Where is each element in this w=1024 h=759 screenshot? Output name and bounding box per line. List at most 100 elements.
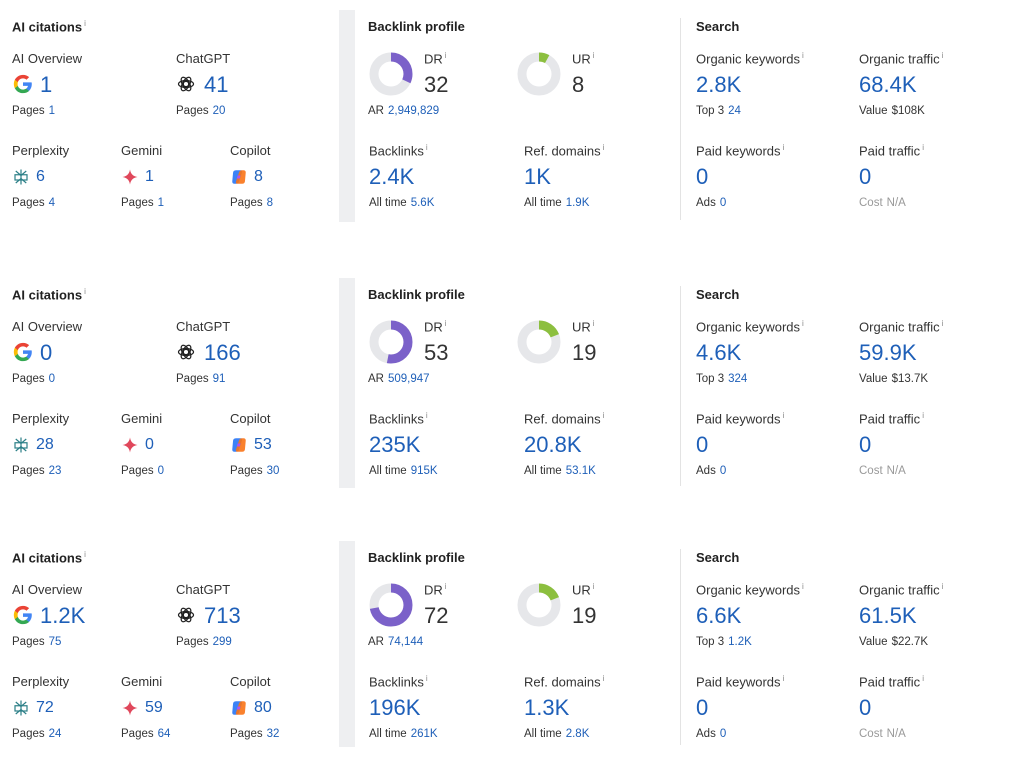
info-icon[interactable]: i (922, 411, 924, 420)
chatgpt-value[interactable]: 166 (204, 340, 241, 365)
info-icon[interactable]: i (444, 319, 447, 328)
ar-line-value[interactable]: 74,144 (387, 636, 424, 648)
ads-line-label: Ads (696, 728, 716, 740)
chatgpt-value[interactable]: 713 (204, 603, 241, 628)
organic-traffic-value[interactable]: 68.4K (859, 72, 917, 97)
ref-domains-value[interactable]: 20.8K (524, 432, 582, 457)
info-icon[interactable]: i (802, 51, 804, 60)
gemini-value[interactable]: 59 (145, 699, 163, 716)
copilot-value[interactable]: 8 (254, 168, 263, 185)
backlinks-all-time-value[interactable]: 5.6K (410, 197, 435, 209)
organic-keywords-value[interactable]: 2.8K (696, 72, 742, 97)
paid-keywords-value[interactable]: 0 (696, 695, 709, 720)
info-icon[interactable]: i (922, 143, 924, 152)
traffic-value-amount: $22.7K (891, 636, 929, 648)
perplexity-value[interactable]: 72 (36, 699, 54, 716)
ref-domains-value[interactable]: 1K (524, 164, 551, 189)
info-icon[interactable]: i (782, 143, 785, 152)
top3-line-value[interactable]: 1.2K (728, 636, 752, 648)
paid-traffic-value[interactable]: 0 (859, 695, 872, 720)
paid-keywords-value[interactable]: 0 (696, 432, 709, 457)
organic-keywords-value[interactable]: 6.6K (696, 603, 742, 628)
ref-domains-all-time-value[interactable]: 53.1K (565, 465, 596, 477)
copilot-value[interactable]: 80 (254, 699, 272, 716)
copilot-pages-value[interactable]: 30 (266, 465, 280, 477)
gemini-value[interactable]: 1 (145, 168, 154, 185)
perplexity-pages-value[interactable]: 23 (48, 465, 62, 477)
ai-overview-pages-value[interactable]: 1 (48, 105, 56, 117)
perplexity-pages-value[interactable]: 24 (48, 728, 62, 740)
paid-traffic-value[interactable]: 0 (859, 432, 872, 457)
dr-donut (368, 51, 414, 97)
copilot-icon (230, 436, 248, 454)
paid-keywords-value[interactable]: 0 (696, 164, 709, 189)
info-icon[interactable]: i (592, 582, 595, 591)
info-icon[interactable]: i (84, 550, 86, 559)
ar-line-value[interactable]: 509,947 (387, 373, 430, 385)
info-icon[interactable]: i (782, 674, 785, 683)
info-icon[interactable]: i (425, 411, 428, 420)
chatgpt-value[interactable]: 41 (204, 72, 229, 97)
gemini-value[interactable]: 0 (145, 436, 154, 453)
info-icon[interactable]: i (922, 674, 924, 683)
ref-domains-all-time-value[interactable]: 1.9K (565, 197, 590, 209)
ai-overview-pages-value[interactable]: 0 (48, 373, 56, 385)
info-icon[interactable]: i (444, 582, 447, 591)
info-icon[interactable]: i (425, 674, 428, 683)
info-icon[interactable]: i (425, 143, 428, 152)
ai-overview-value[interactable]: 1 (40, 72, 53, 97)
copilot-label: Copilot (230, 411, 271, 426)
organic-traffic-value[interactable]: 61.5K (859, 603, 917, 628)
info-icon[interactable]: i (802, 582, 804, 591)
backlinks-all-time-value[interactable]: 915K (410, 465, 438, 477)
ref-domains-all-time-value[interactable]: 2.8K (565, 728, 590, 740)
info-icon[interactable]: i (941, 51, 944, 60)
info-icon[interactable]: i (444, 51, 447, 60)
top3-line-value[interactable]: 324 (728, 373, 748, 385)
perplexity-value[interactable]: 28 (36, 436, 54, 453)
ads-line-value[interactable]: 0 (719, 197, 727, 209)
info-icon[interactable]: i (84, 19, 86, 28)
info-icon[interactable]: i (602, 411, 605, 420)
chatgpt-pages-value[interactable]: 20 (212, 105, 226, 117)
copilot-pages-value[interactable]: 8 (266, 197, 274, 209)
ai-overview-pages-value[interactable]: 75 (48, 636, 62, 648)
gemini-pages-value[interactable]: 64 (157, 728, 171, 740)
gemini-pages-value[interactable]: 0 (157, 465, 165, 477)
ai-overview-value[interactable]: 0 (40, 340, 53, 365)
top3-line-value[interactable]: 24 (728, 105, 741, 117)
ads-line-value[interactable]: 0 (719, 728, 727, 740)
chatgpt-pages-value[interactable]: 91 (212, 373, 226, 385)
backlinks-value[interactable]: 2.4K (369, 164, 415, 189)
perplexity-pages-value[interactable]: 4 (48, 197, 56, 209)
info-icon[interactable]: i (592, 51, 595, 60)
ref-domains-value[interactable]: 1.3K (524, 695, 570, 720)
info-icon[interactable]: i (602, 674, 605, 683)
info-icon[interactable]: i (84, 287, 86, 296)
info-icon[interactable]: i (592, 319, 595, 328)
organic-keywords-value[interactable]: 4.6K (696, 340, 742, 365)
organic-traffic-label: Organic traffic i (859, 51, 943, 66)
copilot-pages-label: Pages (230, 728, 263, 740)
chatgpt-pages-value[interactable]: 299 (212, 636, 232, 648)
ur-label: UR i (572, 51, 595, 66)
info-icon[interactable]: i (802, 319, 804, 328)
copilot-value[interactable]: 53 (254, 436, 272, 453)
backlinks-all-time-value[interactable]: 261K (410, 728, 438, 740)
info-icon[interactable]: i (941, 319, 944, 328)
backlinks-value[interactable]: 196K (369, 695, 421, 720)
perplexity-value[interactable]: 6 (36, 168, 45, 185)
info-icon[interactable]: i (941, 582, 944, 591)
info-icon[interactable]: i (602, 143, 605, 152)
ar-line-value[interactable]: 2,949,829 (387, 105, 440, 117)
gemini-pages-value[interactable]: 1 (157, 197, 165, 209)
backlinks-value[interactable]: 235K (369, 432, 421, 457)
paid-traffic-value[interactable]: 0 (859, 164, 872, 189)
dr-donut-arc (369, 52, 413, 96)
copilot-pages-value[interactable]: 32 (266, 728, 280, 740)
info-icon[interactable]: i (782, 411, 785, 420)
organic-traffic-value[interactable]: 59.9K (859, 340, 917, 365)
ai-overview-value[interactable]: 1.2K (40, 603, 86, 628)
ads-line-value[interactable]: 0 (719, 465, 727, 477)
ai-citations-title-text: AI citations (12, 19, 83, 35)
